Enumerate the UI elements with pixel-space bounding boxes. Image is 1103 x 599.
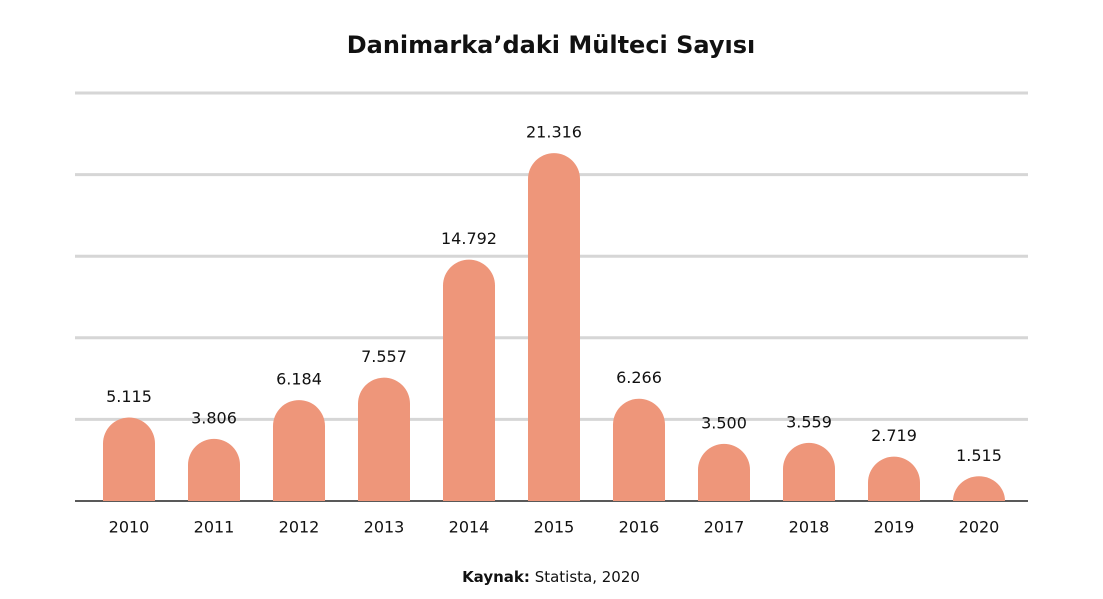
bar (613, 398, 665, 501)
bar (868, 456, 920, 501)
x-tick-label: 2016 (619, 518, 660, 537)
value-label: 6.184 (276, 370, 322, 389)
x-tick-label: 2017 (704, 518, 745, 537)
value-label: 5.115 (106, 387, 152, 406)
bar (188, 438, 240, 501)
bar (358, 377, 410, 501)
source: Kaynak: Statista, 2020 (462, 568, 640, 586)
chart-title: Danimarka’daki Mülteci Sayısı (347, 31, 756, 59)
value-label: 3.559 (786, 412, 832, 431)
x-tick-label: 2018 (789, 518, 830, 537)
value-label: 3.806 (191, 408, 237, 427)
source-label: Kaynak: (462, 568, 530, 586)
x-tick-label: 2013 (364, 518, 405, 537)
bar (443, 259, 495, 501)
bar (783, 442, 835, 501)
value-label: 2.719 (871, 426, 917, 445)
bar (953, 476, 1005, 501)
value-label: 6.266 (616, 368, 662, 387)
value-label: 21.316 (526, 123, 582, 142)
bar (698, 443, 750, 501)
value-label: 3.500 (701, 413, 747, 432)
bar (528, 153, 580, 501)
x-tick-label: 2019 (874, 518, 915, 537)
bar (103, 417, 155, 501)
bar (273, 400, 325, 501)
value-label: 14.792 (441, 229, 497, 248)
source-text: Statista, 2020 (535, 568, 640, 586)
value-label: 1.515 (956, 446, 1002, 465)
x-tick-label: 2020 (959, 518, 1000, 537)
value-label: 7.557 (361, 347, 407, 366)
x-tick-label: 2014 (449, 518, 490, 537)
x-tick-label: 2010 (109, 518, 150, 537)
x-tick-label: 2015 (534, 518, 575, 537)
x-tick-label: 2012 (279, 518, 320, 537)
x-tick-label: 2011 (194, 518, 235, 537)
